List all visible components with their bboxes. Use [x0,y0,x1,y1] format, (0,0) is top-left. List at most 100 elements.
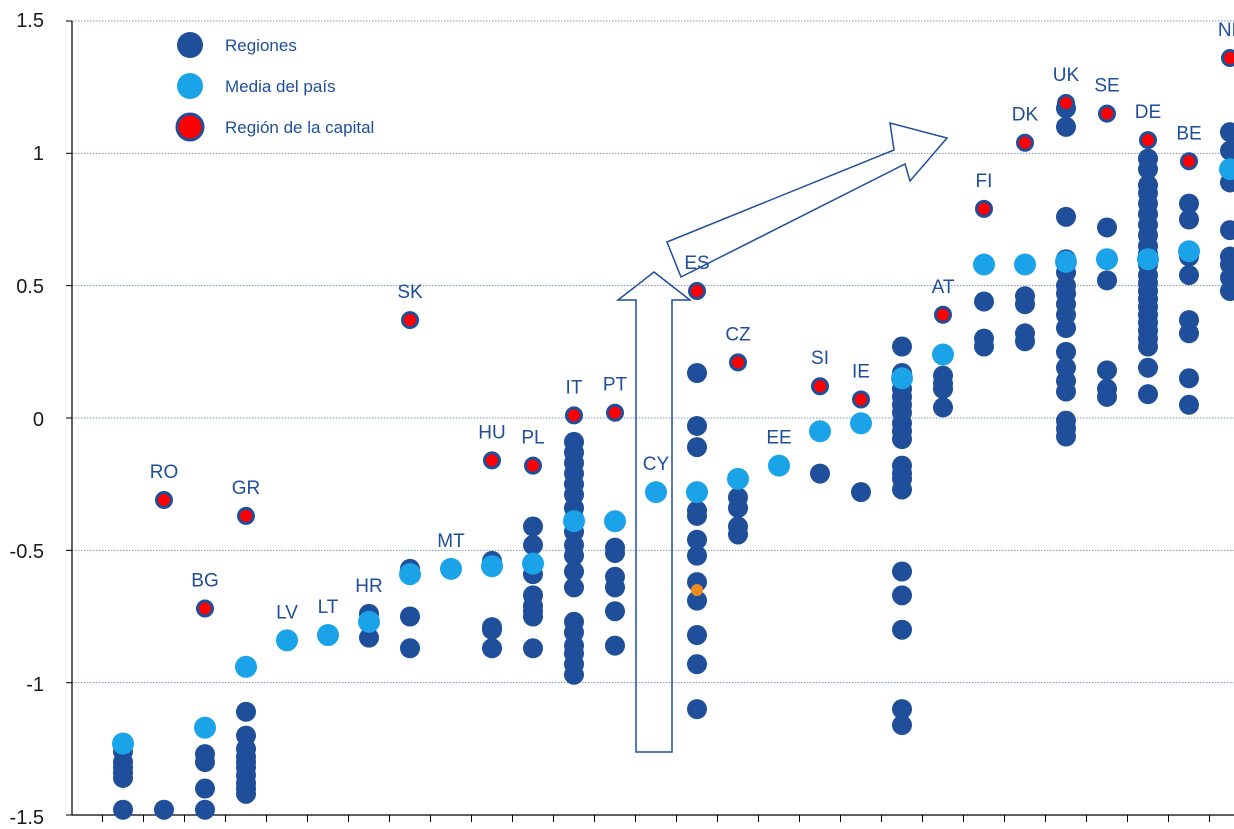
region-point-es [687,529,707,550]
country-label-cy: CY [643,454,670,475]
country-label-mt: MT [437,531,465,552]
country-mean-point-sk [399,563,421,586]
country-label-de: DE [1135,102,1161,123]
country-label-gr: GR [232,478,261,499]
capital-point-pt [606,403,624,422]
region-point-si [810,463,830,484]
y-tick-label: 1 [33,143,44,165]
capital-point-cz [729,353,747,372]
country-mean-point-be [1178,240,1200,263]
region-point-group-19 [892,429,912,450]
region-point-nl [1220,140,1234,161]
region-point-nl [1220,280,1234,301]
region-point-de [1138,384,1158,405]
region-point-cz [728,497,748,518]
legend: Regiones Media del país Región de la cap… [175,32,374,142]
country-mean-point-nl [1219,158,1234,181]
country-mean-point-ie [850,412,872,435]
country-label-se: SE [1094,76,1119,97]
country-label-hu: HU [478,422,505,443]
capital-point-sk [401,311,419,330]
region-point-be [1179,265,1199,286]
country-label-sk: SK [397,282,423,303]
country-label-fi: FI [976,171,993,192]
diagonal-arrow [666,121,949,279]
country-labels: RO BG GR LV LT HR SK MT HU PL IT PT CY ES CZ EE SI IE AT FI… [150,20,1234,623]
legend-marker-country-mean [177,73,203,99]
country-mean-point-si [809,420,831,443]
region-point-be [1179,193,1199,214]
region-point-group-0 [113,799,133,820]
up-arrow [615,271,693,753]
country-label-si: SI [811,348,829,369]
region-point-gr [236,783,256,804]
capital-point-it [565,406,583,425]
country-mean-point-mt [440,557,462,580]
region-point-uk [1056,381,1076,402]
country-label-pt: PT [603,375,628,396]
region-point-se [1097,386,1117,407]
region-point-fi [974,291,994,312]
country-mean-point-ee [768,454,790,477]
region-point-pl [523,638,543,659]
legend-label-capital: Región de la capital [225,118,374,137]
country-label-lt: LT [318,597,339,618]
capital-point-pl [524,456,542,475]
country-mean-point-hr [358,610,380,633]
region-point-pl [523,606,543,627]
region-point-pt [605,542,625,563]
region-point-group-19 [892,561,912,582]
country-label-es: ES [684,253,709,274]
capital-point-bg [196,599,214,618]
region-point-se [1097,360,1117,381]
region-point-es [687,415,707,436]
region-point-be [1179,209,1199,230]
country-mean-point-gr [235,655,257,678]
country-mean-point-dk [1014,253,1036,276]
region-point-nl [1220,122,1234,143]
country-mean-point-se [1096,248,1118,271]
legend-marker-capital [175,112,205,142]
country-mean-point-cy [645,481,667,504]
region-point-nl [1220,220,1234,241]
capital-point-at [934,305,952,324]
region-point-hu [482,638,502,659]
region-point-dk [1015,294,1035,315]
country-mean-point-uk [1055,250,1077,273]
region-point-uk [1056,116,1076,137]
country-mean-point-it [563,510,585,533]
capital-point-de [1139,131,1157,150]
region-point-pl [523,516,543,537]
y-tick-label: -1.5 [10,807,44,829]
region-point-es [687,545,707,566]
region-point-bg [195,799,215,820]
region-point-de [1138,159,1158,180]
region-point-ro [154,799,174,820]
region-point-es [687,505,707,526]
y-tick-label: -1 [26,674,44,696]
country-mean-point-pt [604,510,626,533]
country-label-ie: IE [852,361,870,382]
region-point-cz [728,524,748,545]
arrows [615,121,949,753]
country-mean-point-at [932,343,954,366]
region-point-es [687,437,707,458]
region-point-at [933,378,953,399]
legend-marker-regions [177,32,203,58]
country-label-nl: NL [1218,20,1234,41]
region-point-uk [1056,318,1076,339]
region-point-uk [1056,206,1076,227]
region-point-es [687,590,707,611]
capital-point-be [1180,152,1198,171]
country-mean-point-bg [194,716,216,739]
region-point-be [1179,368,1199,389]
region-point-uk [1056,341,1076,362]
region-point-hu [482,619,502,640]
region-point-be [1179,394,1199,415]
region-point-se [1097,270,1117,291]
region-point-es [687,699,707,720]
y-tick-label: 1.5 [16,10,44,32]
capital-point-es [688,281,706,300]
region-point-dk [1015,331,1035,352]
